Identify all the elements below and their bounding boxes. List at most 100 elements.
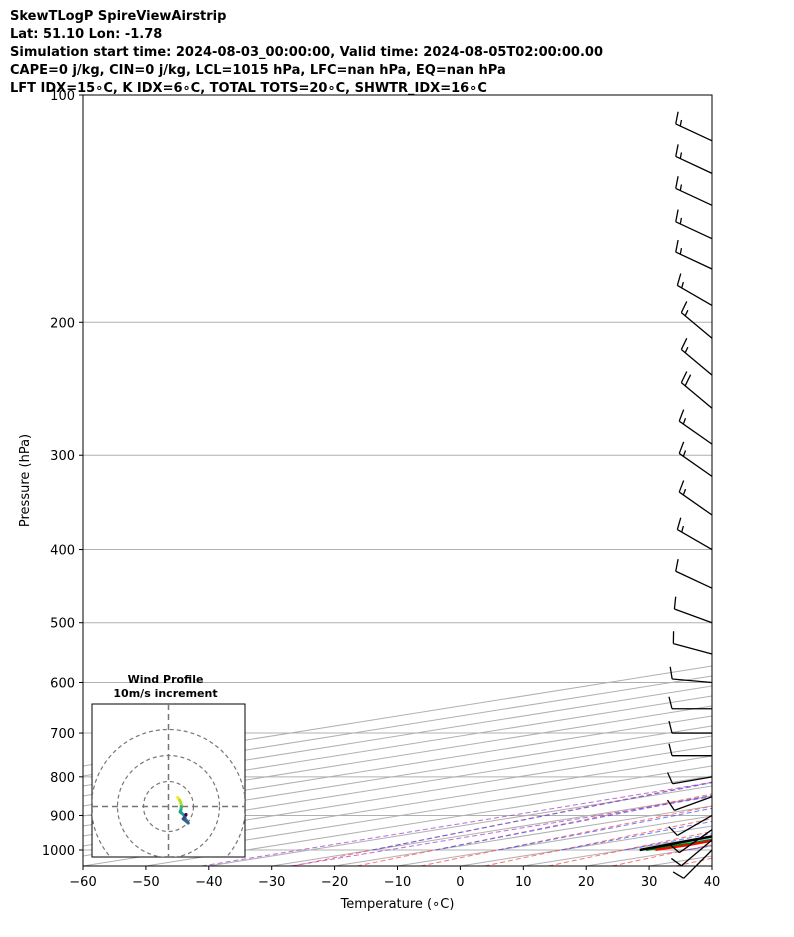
moist-adiabat bbox=[686, 844, 712, 851]
wind-barb-half-flag bbox=[684, 346, 689, 353]
wind-barb-flag bbox=[669, 666, 673, 680]
isotherm-m10 bbox=[397, 815, 712, 866]
x-tick-label: 20 bbox=[578, 875, 595, 890]
wind-barb-flag bbox=[675, 239, 679, 253]
wind-barb bbox=[675, 209, 713, 240]
isotherm-m40 bbox=[208, 785, 712, 866]
wind-barb-flag bbox=[678, 480, 685, 493]
wind-barb bbox=[675, 176, 713, 206]
wind-barb-flag bbox=[666, 772, 674, 785]
wind-barb-shaft bbox=[673, 642, 713, 655]
wind-barb bbox=[669, 666, 713, 684]
wind-barb-shaft bbox=[678, 829, 713, 854]
isotherm-m150 bbox=[83, 675, 712, 777]
x-tick-label: −20 bbox=[321, 875, 348, 890]
wind-barb-half-flag bbox=[682, 418, 687, 425]
wind-barb-flag bbox=[680, 371, 688, 383]
wind-barb bbox=[666, 772, 713, 785]
moist-adiabat bbox=[750, 95, 794, 850]
wind-barb bbox=[678, 409, 713, 445]
inset-title: Wind Profile bbox=[128, 673, 204, 686]
wind-barb-flag bbox=[675, 559, 679, 572]
title-indices-2: LFT IDX=15∘C, K IDX=6∘C, TOTAL TOTS=20∘C… bbox=[10, 81, 487, 96]
wind-barb-flag bbox=[676, 517, 682, 530]
wind-barb-shaft bbox=[674, 796, 713, 812]
x-axis-label: Temperature (∘C) bbox=[340, 897, 455, 912]
y-tick-label: 400 bbox=[50, 544, 75, 559]
title-station: SkewTLogP SpireViewAirstrip bbox=[10, 9, 227, 24]
wind-barb-shaft bbox=[680, 839, 713, 867]
wind-barb-shaft bbox=[675, 221, 713, 240]
wind-barb bbox=[675, 144, 713, 174]
wind-barb-shaft bbox=[677, 528, 713, 551]
wind-barb-shaft bbox=[675, 123, 713, 142]
wind-barb-flag bbox=[678, 441, 685, 454]
dry-adiabat bbox=[356, 793, 712, 866]
wind-barb-flag bbox=[680, 338, 688, 350]
wind-barb-flag bbox=[670, 857, 682, 867]
wind-barb bbox=[668, 743, 712, 757]
moist-adiabat bbox=[372, 782, 712, 851]
wind-barb-flag bbox=[668, 696, 673, 709]
wind-barb-half-flag bbox=[681, 281, 685, 289]
y-tick-label: 900 bbox=[50, 809, 75, 824]
inset-plot bbox=[92, 704, 245, 857]
wind-barb-flag bbox=[673, 596, 677, 610]
isotherm-m120 bbox=[83, 705, 712, 807]
isotherm-m90 bbox=[83, 735, 712, 837]
isotherm-m140 bbox=[83, 685, 712, 787]
title-times: Simulation start time: 2024-08-03_00:00:… bbox=[10, 45, 603, 60]
wind-barb-flag bbox=[675, 111, 679, 125]
wind-barb bbox=[672, 631, 713, 655]
isotherm-m20 bbox=[334, 805, 712, 866]
wind-barb bbox=[680, 338, 713, 376]
x-tick-label: −30 bbox=[258, 875, 285, 890]
wind-barb-half-flag bbox=[682, 450, 687, 457]
wind-barb-shaft bbox=[674, 608, 713, 624]
wind-barb-shaft bbox=[675, 570, 713, 589]
dry-adiabat bbox=[740, 95, 794, 866]
wind-barb-half-flag bbox=[679, 217, 683, 225]
wind-barb-shaft bbox=[675, 155, 713, 174]
x-tick-label: 40 bbox=[704, 875, 721, 890]
wind-barb bbox=[680, 301, 713, 339]
wind-barb-half-flag bbox=[681, 525, 685, 533]
wind-barb-shaft bbox=[680, 312, 713, 339]
wind-barb-half-flag bbox=[679, 184, 683, 191]
wind-barb bbox=[668, 814, 713, 837]
x-tick-label: −40 bbox=[195, 875, 222, 890]
parcel-profile-line bbox=[639, 835, 712, 852]
mixing-ratio-line bbox=[201, 781, 712, 866]
wind-barb-shaft bbox=[680, 382, 713, 409]
wind-barb-shaft bbox=[675, 251, 713, 270]
y-tick-label: 300 bbox=[50, 449, 75, 464]
wind-barb-shaft bbox=[672, 678, 713, 684]
dry-adiabat bbox=[611, 844, 712, 866]
wind-barb-flag bbox=[672, 871, 685, 879]
x-tick-label: −10 bbox=[384, 875, 411, 890]
wind-barb-flag bbox=[675, 176, 679, 189]
wind-barb-flag bbox=[675, 144, 679, 157]
plot-area bbox=[83, 95, 794, 866]
wind-barb-shaft bbox=[683, 849, 713, 879]
wind-barb-flag bbox=[668, 743, 673, 756]
x-tick-label: −60 bbox=[69, 875, 96, 890]
isotherm-0 bbox=[460, 825, 712, 866]
wind-barb-shaft bbox=[678, 420, 713, 445]
y-tick-label: 1000 bbox=[42, 844, 75, 859]
wind-barb bbox=[670, 839, 713, 867]
isotherm-20 bbox=[586, 845, 712, 866]
wind-barb-shaft bbox=[680, 348, 713, 376]
wind-barb bbox=[678, 480, 713, 516]
cin-shaded-region bbox=[639, 836, 712, 850]
wind-barb-half-flag bbox=[684, 309, 689, 317]
wind-barb-shaft bbox=[678, 452, 713, 477]
isotherm-m130 bbox=[83, 695, 712, 797]
wind-barb-shaft bbox=[672, 776, 713, 785]
wind-barb bbox=[666, 796, 713, 812]
wind-barb-shaft bbox=[678, 491, 713, 516]
dry-adiabat bbox=[675, 857, 712, 866]
isotherm-m30 bbox=[271, 795, 712, 866]
